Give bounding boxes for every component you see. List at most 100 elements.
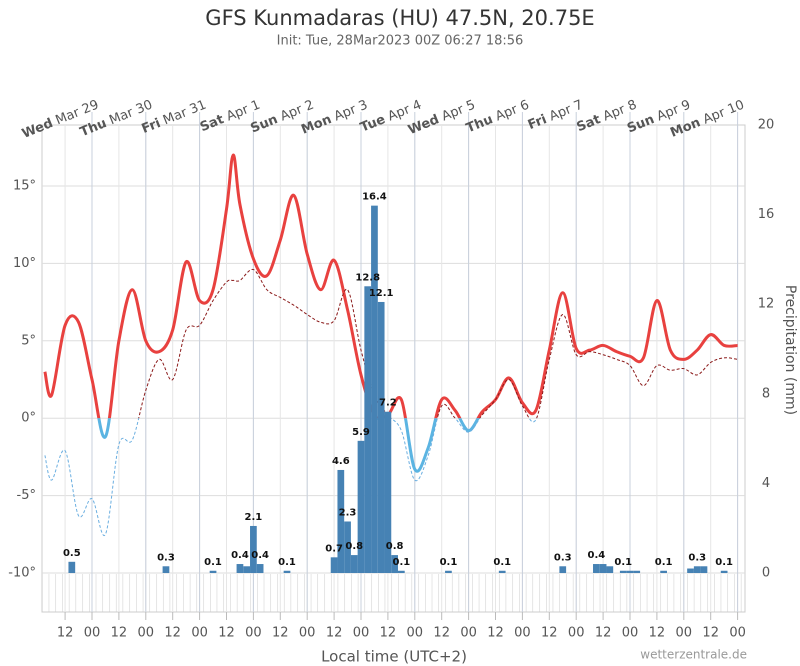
bar-label: 0.4 xyxy=(231,550,249,561)
precip-bar xyxy=(283,570,291,573)
precip-bar xyxy=(377,301,385,573)
bar-label: 0.1 xyxy=(278,557,296,568)
bar-label: 0.1 xyxy=(715,557,733,568)
precip-bar xyxy=(330,557,338,573)
x-tick-label: 00 xyxy=(622,626,639,641)
bar-label: 0.3 xyxy=(554,552,572,563)
weekday: Sat xyxy=(574,112,602,135)
date: Apr 10 xyxy=(701,97,747,127)
bar-label: 0.3 xyxy=(688,552,706,563)
precip-bar xyxy=(700,566,708,573)
x-tick-label: 00 xyxy=(676,626,693,641)
precip-bar xyxy=(337,469,345,573)
precip-bar xyxy=(250,525,257,573)
precip-bar xyxy=(236,564,244,573)
x-tick-label: 00 xyxy=(191,626,208,641)
precip-bar xyxy=(364,286,372,573)
bar-label: 12.8 xyxy=(355,272,380,283)
x-tick-label: 00 xyxy=(568,626,585,641)
precip-bar xyxy=(397,570,405,573)
x-tick-label: 12 xyxy=(380,626,397,641)
bar-label: 0.1 xyxy=(493,557,511,568)
bar-label: 0.1 xyxy=(440,557,458,568)
y2-tick-label: 0 xyxy=(762,566,770,581)
x-tick-label: 12 xyxy=(541,626,558,641)
marks xyxy=(43,153,738,573)
precip-bar xyxy=(606,566,614,573)
x-tick-label: 12 xyxy=(57,626,74,641)
weekday: Wed xyxy=(20,116,55,142)
x-tick-label: 00 xyxy=(729,626,746,641)
x-tick-label: 12 xyxy=(164,626,181,641)
weekday: Thu xyxy=(78,116,109,140)
weekday: Tue xyxy=(358,112,387,136)
precip-bar xyxy=(660,570,667,573)
precip-bar xyxy=(633,570,641,573)
y2-axis-label: Precipitation (mm) xyxy=(782,285,798,415)
bar-label: 0.7 xyxy=(325,543,343,554)
x-tick-label: 00 xyxy=(299,626,316,641)
precip-bar xyxy=(384,411,392,573)
precip-bar xyxy=(243,566,251,573)
x-tick-label: 12 xyxy=(326,626,343,641)
bar-label: 12.1 xyxy=(369,288,394,299)
precip-bar xyxy=(162,566,170,573)
y2-tick-label: 16 xyxy=(758,207,775,222)
precip-bar xyxy=(68,561,76,573)
precip-bar xyxy=(371,205,378,573)
x-tick-label: 12 xyxy=(111,626,128,641)
precip-bar xyxy=(357,440,365,573)
bar-label: 0.4 xyxy=(588,550,606,561)
y-tick-label: -10° xyxy=(8,566,36,581)
precip-bar xyxy=(626,570,634,573)
y-tick-label: -5° xyxy=(17,488,36,503)
weekday: Fri xyxy=(526,112,549,133)
precip-bar xyxy=(559,566,567,573)
bar-label: 0.1 xyxy=(392,557,410,568)
precip-bar xyxy=(445,570,452,573)
x-tick-label: 00 xyxy=(407,626,424,641)
y-tick-label: 5° xyxy=(21,333,36,348)
bar-label: 0.5 xyxy=(63,548,81,559)
grid xyxy=(42,112,745,620)
wind-strip xyxy=(42,574,745,612)
precip-bar xyxy=(720,570,728,573)
weekday: Sat xyxy=(198,112,226,135)
bar-label: 2.3 xyxy=(339,507,357,518)
bar-label: 0.8 xyxy=(386,541,404,552)
x-tick-label: 00 xyxy=(84,626,101,641)
precip-bar xyxy=(350,555,358,573)
bar-label: 7.2 xyxy=(379,398,397,409)
bar-label: 2.1 xyxy=(245,512,263,523)
weekday: Fri xyxy=(139,116,162,137)
precip-bar xyxy=(693,566,701,573)
x-tick-label: 00 xyxy=(353,626,370,641)
precip-bar xyxy=(498,570,506,573)
x-tick-label: 12 xyxy=(595,626,612,641)
credit: wetterzentrale.de xyxy=(640,648,747,662)
precip-bar xyxy=(599,564,607,573)
y2-tick-label: 4 xyxy=(762,476,770,491)
x-tick-label: 12 xyxy=(433,626,450,641)
precip-bar xyxy=(593,564,600,573)
x-tick-label: 00 xyxy=(460,626,477,641)
precip-bar xyxy=(687,568,694,573)
x-tick-label: 00 xyxy=(514,626,531,641)
bar-label: 4.6 xyxy=(332,456,350,467)
precip-bar xyxy=(256,564,264,573)
x-tick-label: 12 xyxy=(702,626,719,641)
x-tick-label: 00 xyxy=(245,626,262,641)
chart-subtitle: Init: Tue, 28Mar2023 00Z 06:27 18:56 xyxy=(277,34,524,49)
bar-label: 5.9 xyxy=(352,427,370,438)
y2-tick-label: 8 xyxy=(762,386,770,401)
x-tick-label: 12 xyxy=(272,626,289,641)
precip-bar xyxy=(619,570,627,573)
x-tick-label: 12 xyxy=(487,626,504,641)
bar-label: 16.4 xyxy=(362,192,387,203)
day-label: Fri Apr 7 xyxy=(526,97,585,133)
precip-bar xyxy=(209,570,217,573)
plot-frame xyxy=(41,124,746,613)
precip-bar xyxy=(391,555,398,573)
y-tick-label: 15° xyxy=(13,178,36,193)
y-tick-label: 0° xyxy=(21,411,36,426)
